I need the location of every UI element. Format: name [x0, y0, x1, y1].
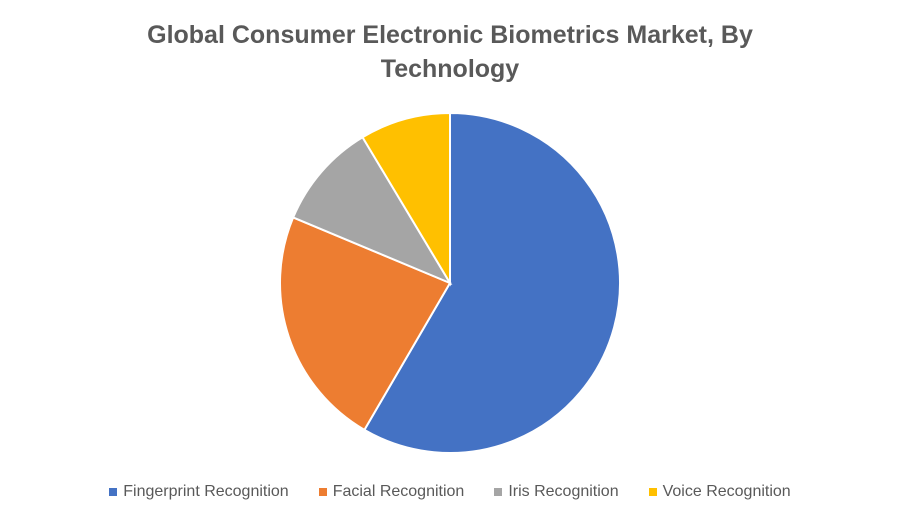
legend-label: Voice Recognition — [662, 483, 791, 500]
legend-item: Facial Recognition — [318, 483, 465, 501]
pie-slice — [363, 111, 621, 454]
legend-label: Iris Recognition — [508, 483, 619, 500]
pie-slice — [279, 216, 452, 432]
pie-slice — [361, 111, 451, 287]
legend-item: Iris Recognition — [494, 483, 619, 501]
legend-item: Fingerprint Recognition — [109, 483, 289, 501]
legend-swatch — [494, 488, 503, 496]
legend-item: Voice Recognition — [648, 483, 791, 501]
legend: Fingerprint Recognition Facial Recognitio… — [0, 483, 900, 501]
legend-swatch — [109, 488, 118, 496]
chart-title: Global Consumer Electronic Biometrics Ma… — [147, 21, 753, 83]
legend-label: Fingerprint Recognition — [123, 483, 289, 500]
pie-slice — [291, 135, 453, 286]
legend-swatch — [648, 488, 657, 496]
legend-swatch — [318, 488, 327, 496]
legend-label: Facial Recognition — [332, 483, 465, 500]
